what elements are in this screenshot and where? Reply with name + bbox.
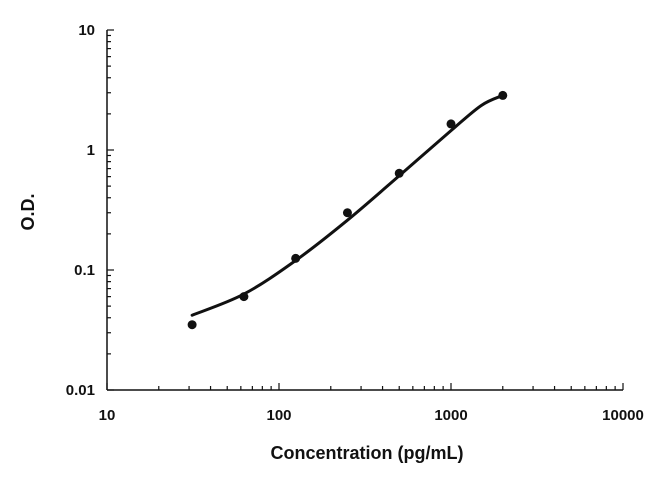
data-point (342, 208, 352, 218)
y-tick-label: 0.1 (74, 262, 95, 279)
data-point (291, 253, 301, 263)
y-axis-title: O.D. (18, 193, 38, 230)
y-tick-labels: 10 1 0.1 0.01 (66, 22, 95, 399)
data-point (394, 168, 404, 178)
x-tick-label: 10000 (602, 407, 644, 424)
data-point (498, 90, 508, 100)
data-point (239, 292, 249, 302)
y-tick-label: 10 (78, 22, 95, 39)
x-tick-label: 10 (99, 407, 116, 424)
y-tick-label: 1 (87, 142, 95, 159)
x-tick-labels: 10 100 1000 10000 (99, 407, 644, 424)
data-point (446, 119, 456, 129)
fit-curve-layer (190, 93, 505, 317)
fit-curve (190, 93, 505, 317)
tick-marks (106, 29, 624, 391)
data-points-layer (187, 90, 508, 330)
x-tick-label: 100 (266, 407, 291, 424)
x-axis-title: Concentration (pg/mL) (271, 443, 464, 463)
axes (106, 30, 623, 391)
x-tick-label: 1000 (434, 407, 467, 424)
data-point (187, 320, 197, 330)
y-tick-label: 0.01 (66, 382, 95, 399)
